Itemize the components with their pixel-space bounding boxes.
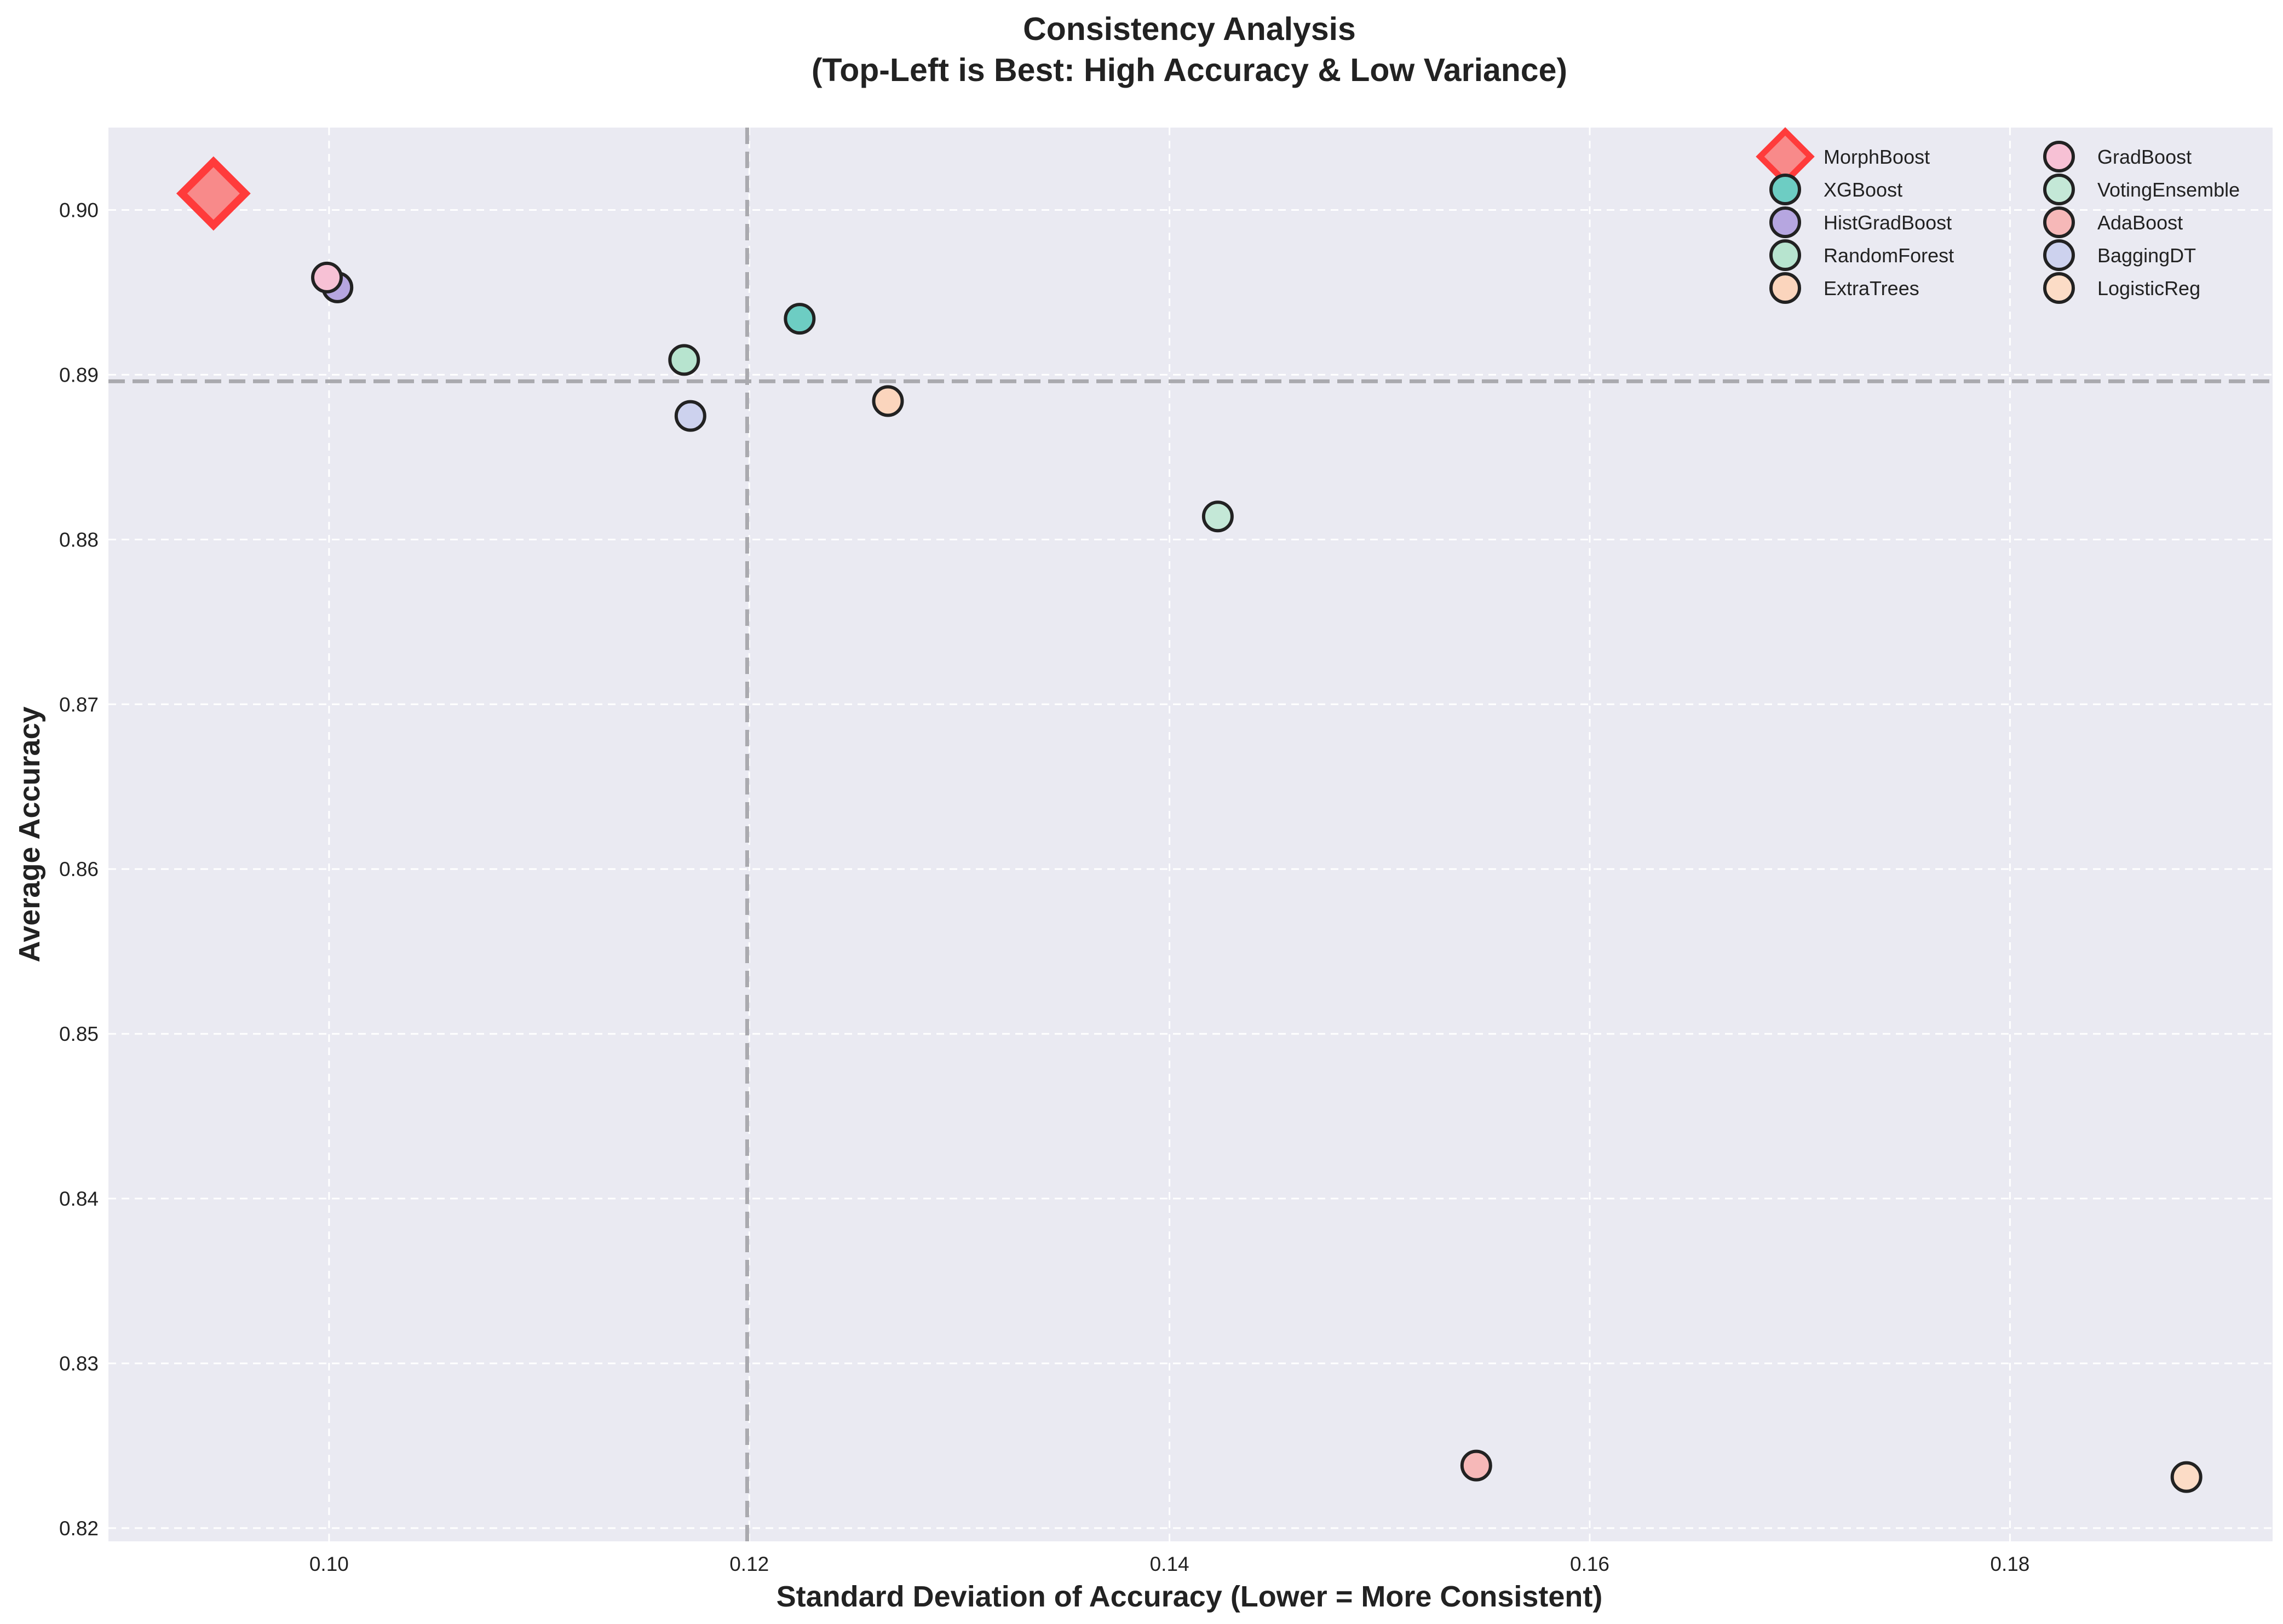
legend-marker-histgradboost: [1769, 206, 1801, 238]
legend-marker-adaboost: [2043, 206, 2075, 238]
point-votingensemble: [1201, 500, 1234, 533]
x-tick-label: 0.10: [309, 1553, 349, 1575]
legend-label-morphboost: MorphBoost: [1824, 146, 1930, 168]
y-tick-label: 0.87: [59, 693, 99, 716]
legend-marker-gradboost: [2043, 141, 2075, 172]
grid-lines: [108, 128, 2273, 1541]
legend-marker-baggingdt: [2043, 239, 2075, 271]
y-axis-label: Average Accuracy: [13, 706, 46, 962]
legend-label-extratrees: ExtraTrees: [1824, 277, 1919, 300]
legend-marker-randomforest: [1769, 239, 1801, 271]
y-tick-label: 0.90: [59, 199, 99, 221]
legend-label-adaboost: AdaBoost: [2097, 211, 2183, 234]
legend-marker-votingensemble: [2043, 174, 2075, 205]
legend-label-logisticreg: LogisticReg: [2097, 277, 2200, 300]
y-tick-label: 0.83: [59, 1352, 99, 1375]
point-randomforest: [668, 344, 700, 376]
legend-marker-extratrees: [1769, 272, 1801, 304]
point-xgboost: [784, 303, 816, 335]
plot-area: [108, 128, 2273, 1541]
point-logisticreg: [2170, 1461, 2203, 1493]
legend-label-randomforest: RandomForest: [1824, 244, 1954, 267]
x-tick-label: 0.14: [1150, 1553, 1189, 1575]
legend-label-gradboost: GradBoost: [2097, 146, 2192, 168]
x-tick-label: 0.18: [1990, 1553, 2029, 1575]
chart-title: Consistency Analysis: [1023, 11, 1356, 47]
legend-label-votingensemble: VotingEnsemble: [2097, 178, 2240, 201]
y-tick-label: 0.88: [59, 528, 99, 551]
point-gradboost: [311, 261, 343, 293]
data-points: [176, 156, 2203, 1493]
legend-label-histgradboost: HistGradBoost: [1824, 211, 1952, 234]
y-tick-label: 0.89: [59, 364, 99, 386]
x-axis-label: Standard Deviation of Accuracy (Lower = …: [777, 1580, 1603, 1613]
chart-subtitle: (Top-Left is Best: High Accuracy & Low V…: [812, 52, 1567, 88]
y-axis-ticks: 0.82 0.83 0.84 0.85 0.86 0.87 0.88 0.89 0.90: [59, 199, 99, 1539]
legend-label-xgboost: XGBoost: [1824, 178, 1902, 201]
x-tick-label: 0.12: [729, 1553, 769, 1575]
y-tick-label: 0.84: [59, 1188, 99, 1210]
point-baggingdt: [674, 400, 706, 432]
legend-marker-logisticreg: [2043, 272, 2075, 304]
legend: MorphBoost XGBoost HistGradBoost RandomFore…: [1756, 127, 2240, 304]
legend-marker-xgboost: [1769, 174, 1801, 205]
reference-lines: [108, 128, 2273, 1541]
legend-label-baggingdt: BaggingDT: [2097, 244, 2196, 267]
x-axis-ticks: 0.10 0.12 0.14 0.16 0.18: [309, 1553, 2030, 1575]
y-tick-label: 0.82: [59, 1517, 99, 1540]
x-tick-label: 0.16: [1570, 1553, 1609, 1575]
point-morphboost: [176, 156, 251, 231]
y-tick-label: 0.86: [59, 858, 99, 880]
y-tick-label: 0.85: [59, 1023, 99, 1045]
point-extratrees: [872, 385, 904, 417]
point-adaboost: [1460, 1449, 1492, 1482]
